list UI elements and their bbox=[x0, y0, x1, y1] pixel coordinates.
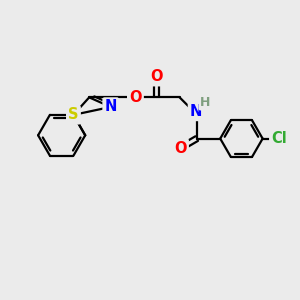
Text: N: N bbox=[190, 104, 202, 119]
Text: O: O bbox=[129, 90, 142, 105]
Text: H: H bbox=[200, 96, 211, 109]
Text: Cl: Cl bbox=[271, 131, 287, 146]
Text: O: O bbox=[150, 69, 163, 84]
Text: S: S bbox=[68, 107, 79, 122]
Text: N: N bbox=[104, 100, 117, 115]
Text: O: O bbox=[174, 140, 187, 155]
